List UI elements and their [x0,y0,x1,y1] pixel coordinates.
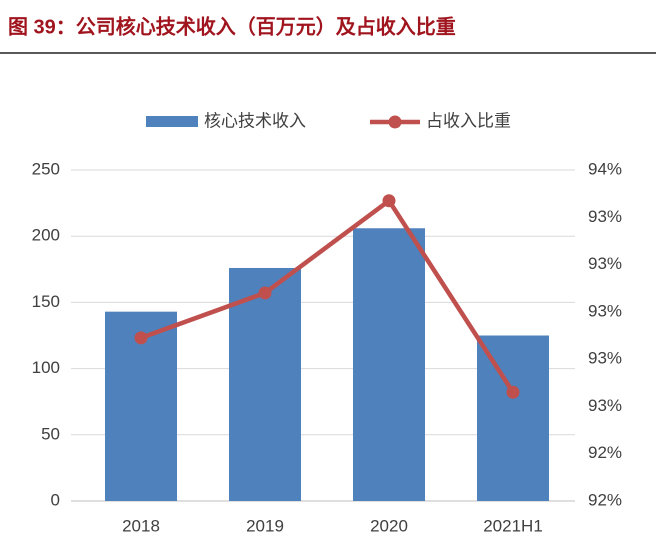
y-tick-label: 0 [51,490,60,509]
x-tick-label: 2020 [370,516,408,535]
y2-tick-label: 92% [588,443,622,462]
y2-tick-label: 93% [588,396,622,415]
x-tick-label: 2021H1 [483,516,543,535]
bar [477,335,549,501]
y-tick-label: 150 [32,292,60,311]
y2-tick-label: 93% [588,254,622,273]
line [140,197,515,394]
x-tick-label: 2018 [122,516,160,535]
line-point [382,194,396,208]
legend-swatch [146,116,198,127]
y-tick-label: 200 [32,226,60,245]
x-tick-label: 2019 [246,516,284,535]
y2-tick-label: 94% [588,159,622,178]
y2-tick-label: 93% [588,207,622,226]
legend-label: 占收入比重 [426,111,511,130]
legend-swatch [388,115,402,129]
y2-tick-label: 92% [588,490,622,509]
y2-tick-label: 93% [588,349,622,368]
y-tick-label: 250 [32,159,60,178]
y-tick-label: 50 [41,424,60,443]
chart-title: 图 39：公司核心技术收入（百万元）及占收入比重 [8,14,456,38]
legend-label: 核心技术收入 [204,111,306,130]
y-tick-label: 100 [32,358,60,377]
y2-tick-label: 93% [588,301,622,320]
line-point [258,286,272,300]
bar [353,228,425,502]
bar [229,267,301,501]
line-point [134,331,148,345]
line-point [506,385,520,399]
